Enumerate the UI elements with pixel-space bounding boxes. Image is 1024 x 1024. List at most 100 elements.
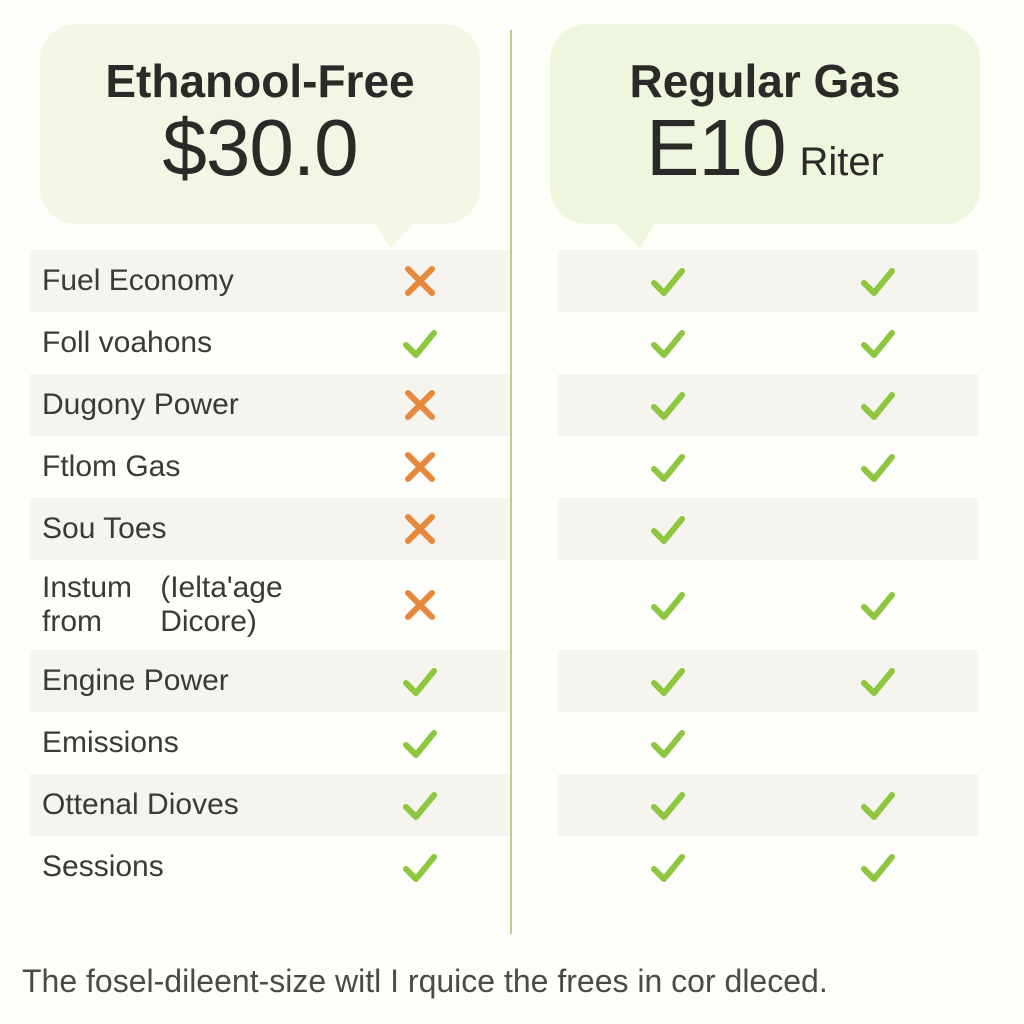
check-icon [858,261,898,301]
cell-right-a [558,374,778,436]
row-gap [510,312,558,374]
cell-right-a [558,250,778,312]
row-label: Ottenal Dioves [30,774,330,836]
cell-right-a [558,436,778,498]
cell-left [330,712,510,774]
check-icon [400,323,440,363]
check-icon [400,661,440,701]
table-row: Instum from(Ielta'age Dicore) [30,560,994,650]
center-divider [510,30,512,934]
check-icon [858,385,898,425]
bubble-tail [610,218,658,248]
cross-icon [400,385,440,425]
check-icon [400,847,440,887]
header-bubble-left: Ethanool-Free $30.0 [40,24,480,224]
check-icon [858,323,898,363]
cell-left [330,774,510,836]
table-row: Emissions [30,712,994,774]
check-icon [400,785,440,825]
row-label: Sessions [30,836,330,898]
cell-right-b [778,374,978,436]
check-icon [858,585,898,625]
header-left-price: $30.0 [162,108,357,188]
cell-left [330,436,510,498]
row-gap [510,774,558,836]
table-row: Sessions [30,836,994,898]
check-icon [858,661,898,701]
table-row: Fuel Economy [30,250,994,312]
cell-right-b [778,712,978,774]
bubble-tail [372,218,420,248]
cell-left [330,560,510,650]
check-icon [648,785,688,825]
row-label: Engine Power [30,650,330,712]
header-right-sub: Riter [799,140,883,185]
cell-right-a [558,712,778,774]
check-icon [648,385,688,425]
check-icon [648,585,688,625]
table-row: Dugony Power [30,374,994,436]
cross-icon [400,509,440,549]
cell-right-a [558,774,778,836]
row-gap [510,436,558,498]
check-icon [648,261,688,301]
row-label: Foll voahons [30,312,330,374]
row-label: Sou Toes [30,498,330,560]
comparison-infographic: Ethanool-Free $30.0 Regular Gas E10 Rite… [0,0,1024,1024]
cell-right-b [778,436,978,498]
row-gap [510,712,558,774]
cross-icon [400,261,440,301]
cross-icon [400,585,440,625]
cell-right-b [778,560,978,650]
cross-icon [400,447,440,487]
cell-right-b [778,650,978,712]
check-icon [648,661,688,701]
cell-right-a [558,312,778,374]
check-icon [648,323,688,363]
header-bubble-right: Regular Gas E10 Riter [550,24,980,224]
row-gap [510,498,558,560]
header-right-big: E10 [646,108,785,188]
cell-left [330,498,510,560]
row-gap [510,560,558,650]
table-row: Ottenal Dioves [30,774,994,836]
row-gap [510,250,558,312]
row-label: Dugony Power [30,374,330,436]
check-icon [858,847,898,887]
cell-right-b [778,312,978,374]
header-row: Ethanool-Free $30.0 Regular Gas E10 Rite… [30,24,994,224]
row-gap [510,650,558,712]
footer-note: The fosel-dileent-size witl I rquice the… [22,963,828,1000]
row-label: Ftlom Gas [30,436,330,498]
cell-left [330,312,510,374]
cell-left [330,836,510,898]
check-icon [648,447,688,487]
cell-right-a [558,836,778,898]
check-icon [648,847,688,887]
cell-left [330,250,510,312]
cell-right-a [558,650,778,712]
check-icon [648,509,688,549]
check-icon [858,447,898,487]
comparison-rows: Fuel EconomyFoll voahonsDugony PowerFtlo… [30,250,994,898]
row-label: Instum from(Ielta'age Dicore) [30,560,330,650]
check-icon [648,723,688,763]
check-icon [400,723,440,763]
row-gap [510,836,558,898]
cell-right-b [778,774,978,836]
table-row: Engine Power [30,650,994,712]
table-row: Sou Toes [30,498,994,560]
table-row: Foll voahons [30,312,994,374]
header-left-title: Ethanool-Free [105,54,414,108]
cell-left [330,650,510,712]
cell-right-b [778,836,978,898]
check-icon [858,785,898,825]
cell-right-a [558,498,778,560]
header-right-title: Regular Gas [630,54,901,108]
row-label: Fuel Economy [30,250,330,312]
row-gap [510,374,558,436]
cell-right-b [778,250,978,312]
cell-right-a [558,560,778,650]
cell-right-b [778,498,978,560]
row-label: Emissions [30,712,330,774]
